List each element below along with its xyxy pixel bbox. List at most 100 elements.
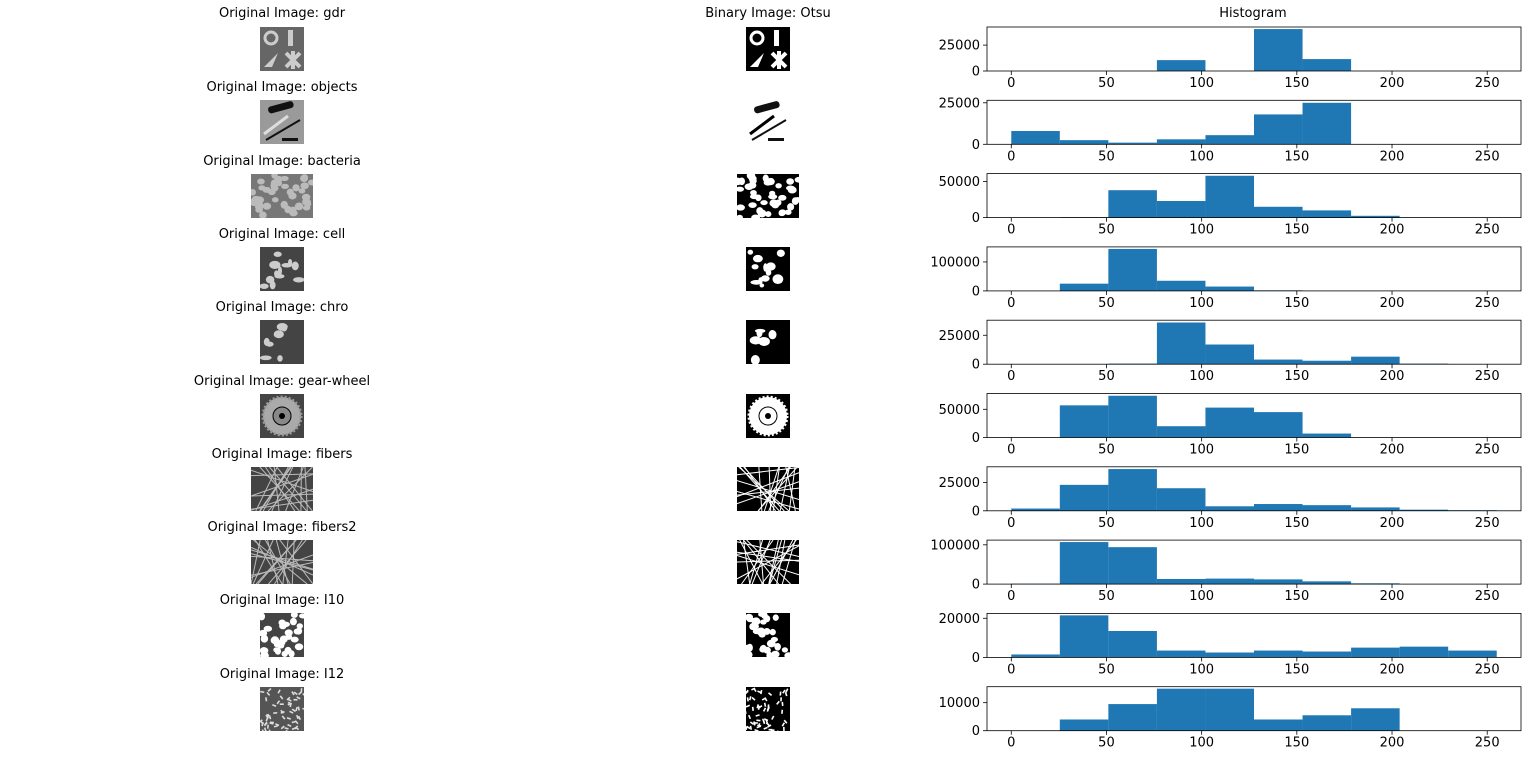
histogram-bar: [1254, 504, 1303, 511]
histogram-bar: [1205, 688, 1254, 731]
x-tick-label: 100: [1189, 223, 1214, 238]
histogram-bar: [1108, 142, 1157, 145]
y-tick-label: 50000: [939, 175, 980, 190]
histogram-panel: 0 50 100 150 200 250 0 20000: [939, 612, 1522, 677]
x-tick-label: 50: [1098, 223, 1115, 238]
x-tick-label: 200: [1380, 76, 1405, 91]
histogram-bar: [1205, 652, 1254, 658]
x-tick-label: 50: [1098, 369, 1115, 384]
x-tick-label: 150: [1284, 736, 1309, 751]
y-tick-label: 50000: [939, 403, 980, 418]
axes-frame: [986, 319, 1522, 365]
histogram-bar: [1108, 248, 1157, 291]
y-tick-label: 0: [972, 504, 980, 519]
histogram-bar: [1059, 405, 1109, 438]
histogram-bar: [1351, 215, 1400, 218]
histogram-bar: [1302, 360, 1352, 365]
binary-column-title: Binary Image: Otsu: [705, 6, 831, 21]
binary-image-thumbnail: [746, 100, 790, 145]
x-tick-label: 250: [1475, 516, 1500, 531]
binary-image-thumbnail: [746, 613, 790, 658]
y-tick-label: 0: [972, 211, 980, 226]
x-tick-label: 250: [1475, 662, 1500, 677]
histogram-bar: [1302, 433, 1352, 438]
histogram-panel: 0 50 100 150 200 250 0 25000: [939, 319, 1522, 384]
y-tick-label: 25000: [939, 96, 980, 111]
axes-frame: [986, 539, 1522, 585]
y-tick-label: 10000: [939, 696, 980, 711]
original-image-thumbnail: [251, 540, 313, 585]
histogram-bar: [1205, 578, 1254, 585]
histogram-bar: [1302, 651, 1352, 658]
axes-frame: [986, 613, 1522, 658]
x-tick-label: 150: [1284, 369, 1309, 384]
x-tick-label: 100: [1189, 76, 1214, 91]
y-tick-label: 25000: [939, 476, 980, 491]
binary-image-thumbnail: [737, 466, 799, 511]
y-tick-label: 100000: [930, 255, 980, 270]
histogram-bar: [1156, 426, 1206, 438]
axes-frame: [986, 246, 1522, 292]
histogram-panel: 0 50 100 150 200 250 0 50000: [939, 393, 1522, 458]
histogram-panel: 0 50 100 150 200 250 0 100000: [930, 538, 1522, 604]
binary-image-thumbnail: [746, 686, 790, 731]
histogram-bar: [1059, 542, 1109, 585]
x-tick-label: 200: [1380, 736, 1405, 751]
original-image-thumbnail: [260, 246, 304, 291]
histogram-bar: [1108, 469, 1157, 511]
histogram-panel: 0 50 100 150 200 250 0 50000: [939, 173, 1522, 238]
x-tick-label: 250: [1475, 736, 1500, 751]
x-tick-label: 250: [1475, 369, 1500, 384]
x-tick-label: 150: [1284, 516, 1309, 531]
binary-image-thumbnail: [746, 27, 790, 71]
histogram-panel: 0 50 100 150 200 250 0 25000: [939, 466, 1522, 531]
histogram-bar: [1351, 507, 1400, 511]
original-image-thumbnail: [251, 466, 313, 511]
x-tick-label: 50: [1098, 149, 1115, 164]
binary-image-thumbnail: [737, 173, 799, 218]
x-tick-label: 250: [1475, 589, 1500, 604]
x-tick-label: 100: [1189, 589, 1214, 604]
histogram-bar: [1351, 647, 1400, 658]
binary-image-thumbnail: [746, 246, 790, 291]
histogram-bar: [1156, 139, 1206, 145]
x-tick-label: 250: [1475, 76, 1500, 91]
histogram-bar: [1156, 322, 1206, 365]
histogram-bar: [1254, 206, 1303, 218]
histogram-bar: [1011, 654, 1060, 658]
axes-frame: [986, 99, 1522, 145]
x-tick-label: 0: [1007, 736, 1015, 751]
x-tick-label: 150: [1284, 443, 1309, 458]
histogram-panel: 0 50 100 150 200 250 0 100000: [930, 246, 1522, 311]
histogram-bar: [1302, 210, 1352, 218]
x-tick-label: 150: [1284, 296, 1309, 311]
original-image-title: Original Image: gear-wheel: [193, 373, 371, 389]
axes-frame: [986, 26, 1522, 72]
histogram-bar: [1108, 704, 1157, 731]
x-tick-label: 50: [1098, 296, 1115, 311]
histogram-bar: [1108, 395, 1157, 438]
original-image-thumbnail: [251, 173, 313, 218]
y-tick-label: 0: [972, 724, 980, 739]
original-image-title: Original Image: I12: [219, 666, 345, 682]
histogram-bar: [1205, 135, 1254, 145]
x-tick-label: 150: [1284, 662, 1309, 677]
x-tick-label: 50: [1098, 76, 1115, 91]
x-tick-label: 50: [1098, 516, 1115, 531]
histogram-bar: [1156, 201, 1206, 218]
histogram-bar: [1302, 102, 1352, 145]
x-tick-label: 0: [1007, 516, 1015, 531]
y-tick-label: 0: [972, 284, 980, 299]
histogram-bar: [1059, 283, 1109, 291]
histogram-bar: [1302, 581, 1352, 585]
histogram-bar: [1399, 646, 1449, 658]
histogram-bar: [1205, 286, 1254, 291]
x-tick-label: 200: [1380, 223, 1405, 238]
x-tick-label: 150: [1284, 223, 1309, 238]
x-tick-label: 200: [1380, 296, 1405, 311]
x-tick-label: 100: [1189, 736, 1214, 751]
x-tick-label: 250: [1475, 149, 1500, 164]
histogram-bar: [1205, 175, 1254, 218]
histogram-bar: [1254, 29, 1303, 72]
binary-image-thumbnail: [737, 540, 799, 585]
